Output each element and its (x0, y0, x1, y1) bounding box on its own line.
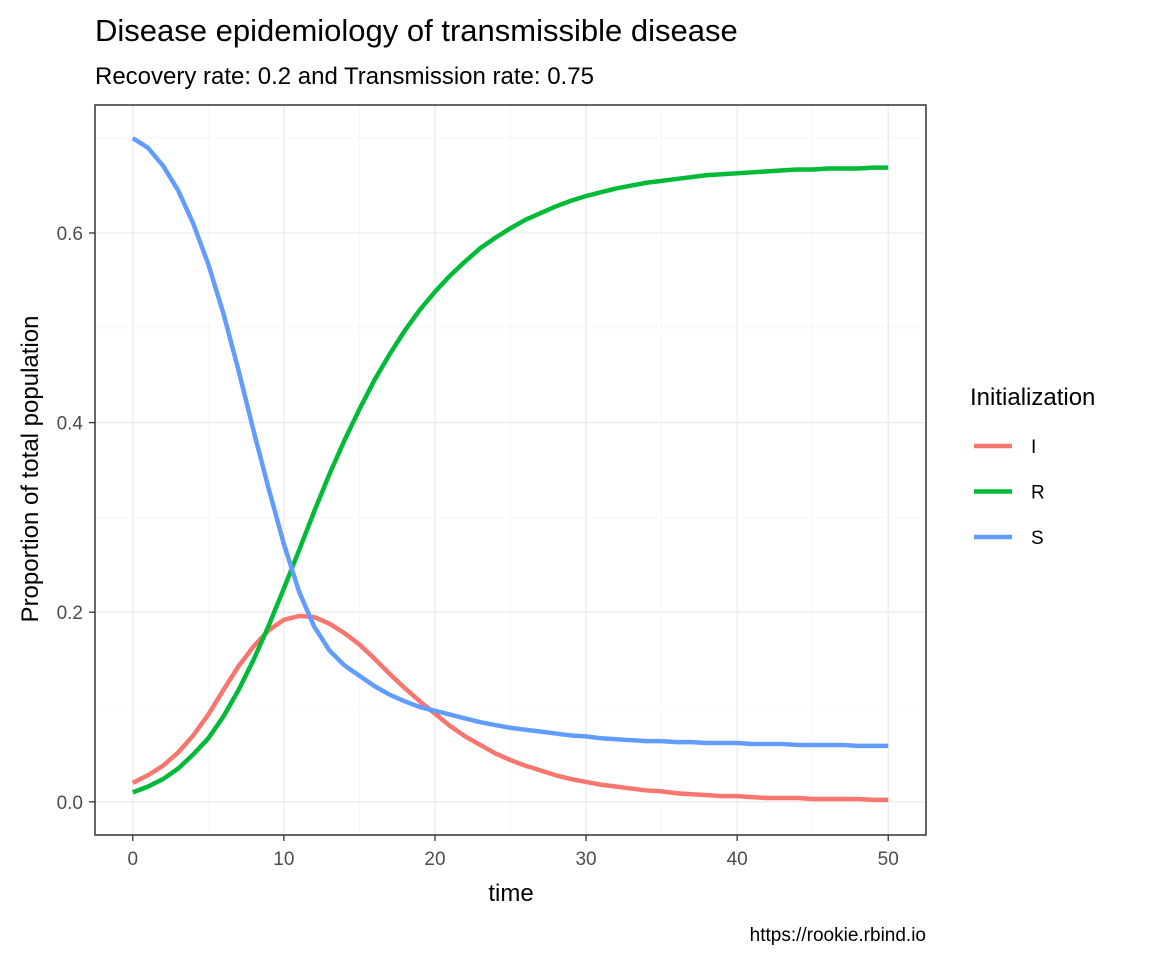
series-line-S (131, 136, 889, 749)
legend-label-S: S (1031, 528, 1044, 549)
legend: Initialization I R S (970, 384, 1095, 549)
x-axis-title: time (488, 880, 533, 907)
y-axis-title: Proportion of total population (17, 316, 44, 623)
x-tick-label: 50 (878, 849, 899, 870)
legend-label-I: I (1031, 437, 1036, 458)
series-line-R (131, 165, 889, 795)
chart-caption: https://rookie.rbind.io (750, 925, 926, 946)
chart-subtitle: Recovery rate: 0.2 and Transmission rate… (95, 63, 594, 90)
major-gridlines (95, 105, 926, 835)
y-tick-label: 0.2 (57, 603, 83, 624)
x-tick-label: 30 (575, 849, 596, 870)
plot-panel-border (94, 104, 927, 836)
x-tick-label: 40 (727, 849, 748, 870)
y-tick-label: 0.4 (57, 414, 84, 435)
y-tick-label: 0.6 (57, 224, 83, 245)
series-line-I (131, 613, 889, 803)
y-tick-label: 0.0 (57, 793, 83, 814)
chart-title: Disease epidemiology of transmissible di… (95, 13, 738, 48)
legend-label-R: R (1031, 483, 1045, 504)
legend-title: Initialization (970, 384, 1095, 411)
x-tick-label: 0 (127, 849, 138, 870)
series-lines (131, 136, 889, 803)
axes: 0 10 20 30 40 50 0.0 0.2 0.4 0.6 (57, 224, 899, 870)
legend-items: I R S (974, 437, 1045, 549)
x-tick-label: 10 (273, 849, 294, 870)
x-tick-label: 20 (424, 849, 445, 870)
